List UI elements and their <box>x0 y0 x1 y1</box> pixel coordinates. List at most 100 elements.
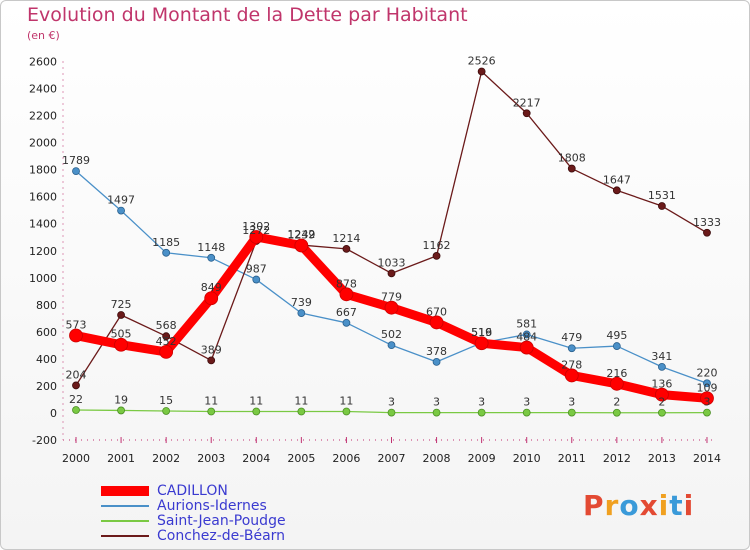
data-label: 479 <box>561 331 582 344</box>
data-label: 1789 <box>62 154 90 167</box>
data-label: 779 <box>381 291 402 304</box>
data-label: 495 <box>606 329 627 342</box>
data-label: 2217 <box>513 96 541 109</box>
data-point <box>117 406 125 415</box>
data-point <box>297 407 306 416</box>
x-tick-label: 2013 <box>648 452 676 465</box>
data-label: 216 <box>606 367 627 380</box>
data-point <box>519 340 534 355</box>
legend-label: Saint-Jean-Poudge <box>157 512 286 529</box>
data-label: 389 <box>201 343 222 356</box>
data-point <box>658 202 666 210</box>
data-point <box>387 408 396 417</box>
data-point <box>294 238 309 253</box>
data-label: 484 <box>516 331 537 344</box>
logo-letter: t <box>669 489 684 522</box>
data-label: 11 <box>294 395 308 408</box>
legend-label: Aurions-Idernes <box>157 497 267 514</box>
data-label: 136 <box>651 378 672 391</box>
logo-letter: P <box>583 489 605 522</box>
data-label: 739 <box>291 296 312 309</box>
data-label: 2526 <box>468 54 496 67</box>
y-tick-label: 1000 <box>29 272 57 285</box>
data-label: 2 <box>613 396 620 409</box>
data-point <box>432 251 441 260</box>
x-tick-label: 2002 <box>152 452 180 465</box>
data-label: 568 <box>156 319 177 332</box>
data-label: 1239 <box>287 228 315 241</box>
data-label: 204 <box>66 368 87 381</box>
data-label: 11 <box>339 395 353 408</box>
data-point <box>609 376 624 391</box>
data-point <box>612 408 621 417</box>
chart-legend: CADILLON Aurions-Idernes Saint-Jean-Poudge… <box>101 483 286 544</box>
data-label: 3 <box>703 396 710 409</box>
data-label: 1148 <box>197 241 225 254</box>
data-point <box>117 311 125 319</box>
data-point <box>297 309 306 317</box>
logo-letter: r <box>604 489 620 522</box>
data-point <box>384 300 399 315</box>
data-point <box>342 407 351 416</box>
data-label: 19 <box>114 393 128 406</box>
data-label: 2 <box>658 396 665 409</box>
data-label: 3 <box>568 396 575 409</box>
data-point <box>72 406 80 414</box>
data-point <box>655 387 669 402</box>
data-point <box>477 67 486 76</box>
logo-letter: i <box>683 489 695 522</box>
data-label: 109 <box>696 381 717 394</box>
data-point <box>207 253 216 262</box>
data-label: 573 <box>66 319 87 332</box>
data-point <box>612 342 621 350</box>
y-tick-label: 400 <box>36 353 57 366</box>
data-label: 519 <box>471 326 492 339</box>
data-label: 1531 <box>648 189 676 202</box>
data-label: 22 <box>69 393 83 406</box>
chart-title: Evolution du Montant de la Dette par Hab… <box>27 4 468 26</box>
data-label: 1242 <box>287 228 315 241</box>
y-tick-label: 200 <box>36 380 57 393</box>
data-point <box>522 408 531 417</box>
data-point <box>207 407 216 416</box>
data-label: 670 <box>426 305 447 318</box>
data-label: 1214 <box>332 232 360 245</box>
data-point <box>387 269 396 278</box>
data-point <box>207 356 216 365</box>
data-point <box>432 357 441 366</box>
data-label: 1333 <box>693 216 721 229</box>
data-point <box>159 344 174 359</box>
legend-item: CADILLON <box>101 483 286 499</box>
x-tick-label: 2012 <box>603 452 631 465</box>
data-label: 378 <box>426 345 447 358</box>
logo-letter: o <box>619 489 640 522</box>
data-point <box>342 318 351 327</box>
data-label: 581 <box>516 317 537 330</box>
data-point <box>703 228 711 237</box>
legend-swatch <box>101 534 149 537</box>
y-tick-label: -200 <box>32 434 57 447</box>
x-tick-label: 2010 <box>513 452 541 465</box>
legend-swatch <box>101 504 149 507</box>
legend-swatch <box>101 519 149 522</box>
y-tick-label: 600 <box>36 326 57 339</box>
data-point <box>477 408 486 417</box>
data-point <box>567 164 576 173</box>
data-label: 452 <box>156 335 177 348</box>
data-label: 667 <box>336 306 357 319</box>
data-point <box>387 341 396 350</box>
data-point <box>162 248 171 257</box>
y-tick-label: 1800 <box>29 164 57 177</box>
data-point <box>564 368 579 383</box>
y-tick-label: 0 <box>50 407 57 420</box>
data-point <box>252 407 261 416</box>
y-tick-label: 2600 <box>29 55 57 68</box>
data-point <box>567 408 576 417</box>
data-point <box>703 408 711 417</box>
data-point <box>522 330 531 339</box>
chart-subtitle: (en €) <box>27 29 60 42</box>
x-tick-label: 2009 <box>468 452 496 465</box>
data-label: 1033 <box>377 256 405 269</box>
